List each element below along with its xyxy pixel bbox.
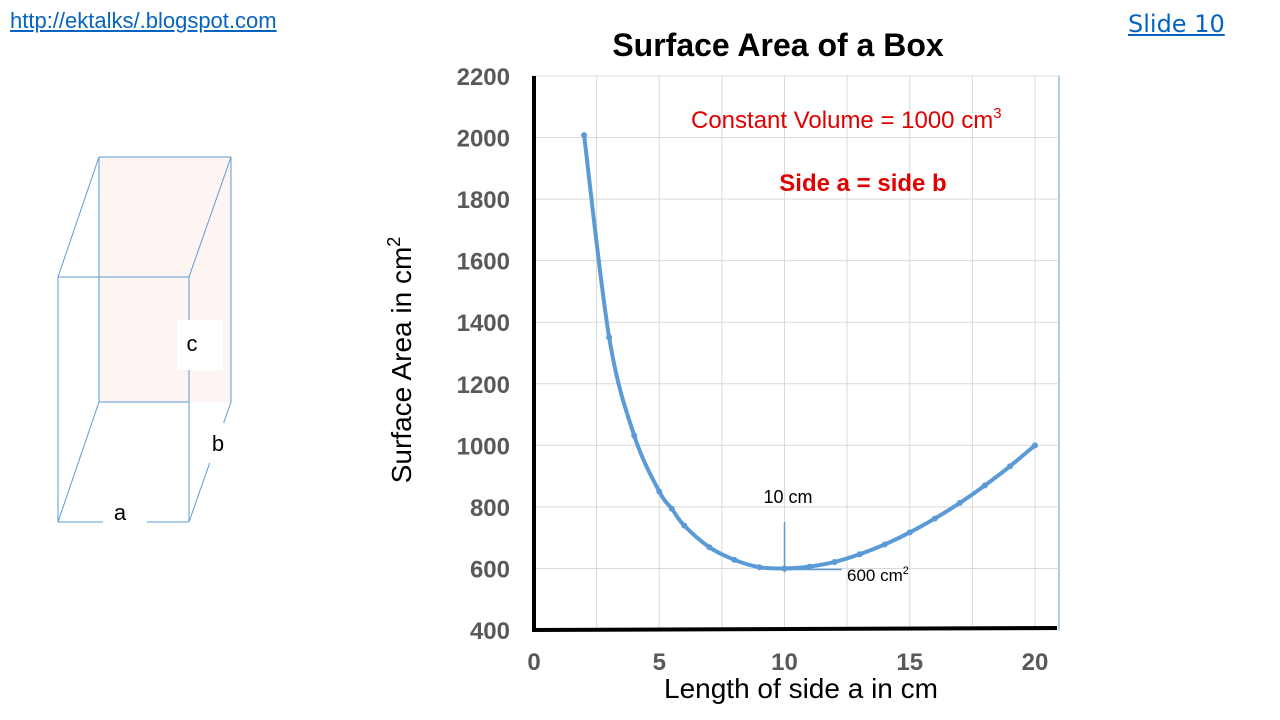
x-tick-label: 5: [653, 649, 666, 676]
blog-link[interactable]: http://ektalks/.blogspot.com: [10, 8, 277, 33]
x-tick-label: 0: [527, 649, 540, 676]
x-axis-label: Length of side a in cm: [664, 673, 938, 704]
y-tick-label: 600: [470, 556, 510, 583]
label-a-background: [103, 500, 147, 532]
side-b-label: b: [212, 431, 224, 456]
data-point: [931, 515, 938, 522]
data-point: [656, 488, 663, 495]
x-tick-label: 15: [896, 649, 923, 676]
side-c-label: c: [187, 331, 198, 356]
side-equality-annotation: Side a = side b: [779, 170, 946, 197]
data-point: [581, 132, 588, 139]
x-axis-line: [531, 626, 1058, 632]
y-tick-label: 2200: [457, 64, 510, 91]
data-point: [756, 564, 763, 571]
data-point: [606, 334, 613, 341]
data-point: [631, 432, 638, 439]
gridlines: [533, 75, 1059, 631]
data-point: [906, 529, 913, 536]
constant-volume-annotation: Constant Volume = 1000 cm3: [691, 105, 1002, 134]
y-tick-label: 1400: [457, 310, 510, 337]
y-tick-label: 1600: [457, 249, 510, 276]
y-tick-label: 400: [470, 618, 510, 645]
data-point: [856, 551, 863, 558]
minimum-x-label: 10 cm: [763, 487, 812, 507]
box-diagram: c b a: [57, 156, 239, 532]
data-point: [681, 522, 688, 529]
minimum-y-label: 600 cm2: [847, 565, 909, 585]
label-c-background: [177, 320, 223, 370]
y-tick-label: 800: [470, 495, 510, 522]
slide-number-link[interactable]: Slide 10: [1128, 10, 1225, 38]
y-axis-tick-labels: 400 600 800 1000 1200 1400 1600 1800 2000 2200: [457, 64, 510, 645]
box-edges: [57, 156, 232, 523]
y-tick-label: 1800: [457, 187, 510, 214]
x-tick-label: 20: [1022, 649, 1049, 676]
y-axis-label: Surface Area in cm2: [384, 237, 417, 484]
data-point: [781, 565, 788, 572]
x-axis-tick-labels: 0 5 10 15 20: [527, 649, 1048, 676]
data-point: [706, 544, 713, 551]
y-tick-label: 1200: [457, 372, 510, 399]
data-point: [1006, 463, 1013, 470]
y-tick-label: 2000: [457, 126, 510, 153]
x-tick-label: 10: [771, 649, 798, 676]
data-point: [1032, 442, 1038, 449]
chart-title: Surface Area of a Box: [612, 27, 944, 63]
data-point: [806, 563, 813, 570]
data-point: [881, 541, 888, 548]
label-b-background: [199, 423, 239, 463]
data-point: [731, 556, 738, 563]
data-point: [831, 558, 838, 565]
data-point: [668, 505, 675, 512]
y-tick-label: 1000: [457, 433, 510, 460]
data-point: [981, 482, 988, 489]
data-point: [956, 499, 963, 506]
side-a-label: a: [114, 500, 127, 525]
data-points: [581, 132, 1038, 572]
